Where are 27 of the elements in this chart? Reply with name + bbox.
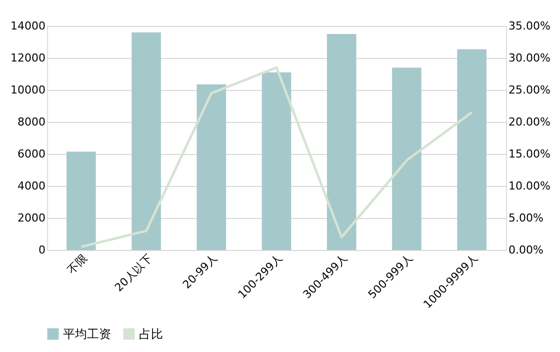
x-tick-label: 20人以下 [112, 252, 155, 294]
bar [66, 152, 96, 250]
y-tick-label: 14000 [10, 20, 46, 32]
bar [326, 34, 356, 250]
y2-tick-label: 20.00% [508, 116, 550, 128]
y-tick-label: 2000 [18, 212, 46, 224]
y2-tick-label: 15.00% [508, 148, 550, 160]
bar [196, 84, 226, 250]
y2-tick-label: 0.00% [508, 244, 544, 256]
y-tick-label: 0 [38, 244, 46, 256]
legend-label: 平均工资 [63, 327, 111, 341]
bar [132, 32, 161, 250]
bar [262, 72, 292, 250]
bar [392, 68, 422, 250]
y2-tick-label: 35.00% [508, 20, 550, 32]
legend-label: 占比 [139, 327, 163, 341]
x-tick-label: 不限 [64, 252, 90, 277]
y2-tick-label: 5.00% [508, 212, 544, 224]
y-tick-label: 6000 [18, 148, 46, 160]
y2-tick-label: 30.00% [508, 52, 550, 64]
y-tick-label: 4000 [18, 180, 46, 192]
y2-tick-label: 10.00% [508, 180, 550, 192]
y-tick-label: 10000 [10, 84, 46, 96]
y-tick-label: 8000 [18, 116, 46, 128]
y-tick-label: 12000 [10, 52, 46, 64]
bar [457, 49, 486, 250]
y2-tick-label: 25.00% [508, 84, 550, 96]
